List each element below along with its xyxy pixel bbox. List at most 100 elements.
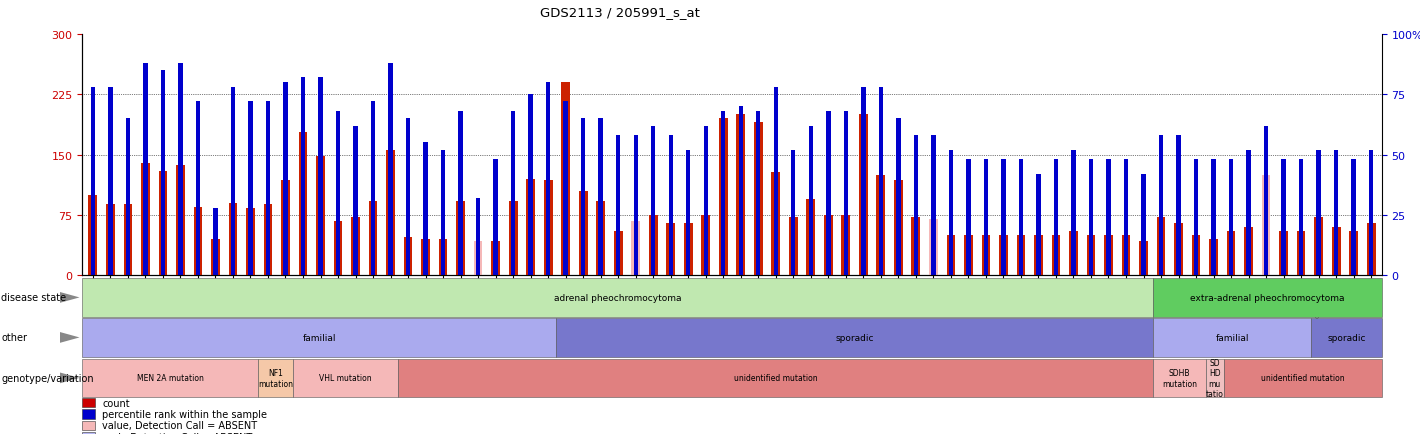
Bar: [895, 181, 903, 276]
Bar: [826, 112, 831, 276]
Bar: [932, 136, 936, 276]
Bar: [106, 205, 115, 276]
Bar: [196, 102, 200, 276]
Bar: [613, 231, 622, 276]
Bar: [1332, 227, 1340, 276]
Bar: [754, 123, 763, 276]
Bar: [160, 71, 165, 276]
Bar: [1054, 160, 1058, 276]
Text: familial: familial: [302, 333, 337, 342]
Bar: [824, 215, 832, 276]
Bar: [1157, 218, 1166, 276]
Bar: [1227, 231, 1235, 276]
Bar: [301, 78, 305, 276]
Polygon shape: [60, 292, 80, 303]
Bar: [843, 112, 848, 276]
Bar: [1333, 150, 1338, 276]
Text: MEN 2A mutation: MEN 2A mutation: [136, 374, 203, 382]
Bar: [1315, 218, 1323, 276]
Bar: [966, 160, 971, 276]
Bar: [1211, 160, 1216, 276]
Bar: [879, 88, 883, 276]
Polygon shape: [60, 372, 80, 384]
Bar: [439, 240, 447, 276]
Bar: [598, 119, 603, 276]
Bar: [266, 102, 270, 276]
Bar: [1244, 227, 1252, 276]
Bar: [771, 173, 780, 276]
Bar: [703, 126, 709, 276]
Bar: [284, 83, 288, 276]
Bar: [423, 143, 427, 276]
Bar: [141, 163, 149, 276]
Bar: [1017, 235, 1025, 276]
Bar: [231, 88, 236, 276]
Bar: [527, 179, 535, 276]
Bar: [1281, 160, 1285, 276]
Bar: [876, 175, 885, 276]
Bar: [947, 235, 956, 276]
Text: rank, Detection Call = ABSENT: rank, Detection Call = ABSENT: [102, 432, 253, 434]
Bar: [91, 88, 95, 276]
Text: unidentified mutation: unidentified mutation: [1261, 374, 1345, 382]
Bar: [790, 218, 798, 276]
Bar: [354, 126, 358, 276]
Bar: [964, 235, 973, 276]
Bar: [1122, 235, 1130, 276]
Bar: [949, 150, 953, 276]
Bar: [1037, 174, 1041, 276]
Bar: [1299, 160, 1304, 276]
Bar: [334, 221, 342, 276]
Bar: [459, 112, 463, 276]
Text: adrenal pheochromocytoma: adrenal pheochromocytoma: [554, 293, 682, 302]
Bar: [124, 205, 132, 276]
Bar: [912, 218, 920, 276]
Bar: [1316, 150, 1321, 276]
Bar: [476, 198, 480, 276]
Bar: [1262, 175, 1271, 276]
Bar: [981, 235, 990, 276]
Bar: [738, 107, 743, 276]
Bar: [108, 88, 112, 276]
Bar: [684, 224, 693, 276]
Bar: [1018, 160, 1024, 276]
Bar: [1142, 174, 1146, 276]
Text: GDS2113 / 205991_s_at: GDS2113 / 205991_s_at: [540, 7, 700, 20]
Bar: [1210, 240, 1218, 276]
Bar: [755, 112, 761, 276]
Bar: [351, 218, 359, 276]
Bar: [511, 112, 515, 276]
Text: VHL mutation: VHL mutation: [320, 374, 372, 382]
Bar: [861, 88, 866, 276]
Bar: [1034, 235, 1042, 276]
Bar: [193, 207, 202, 276]
Bar: [1176, 136, 1180, 276]
Bar: [179, 64, 183, 276]
Text: value, Detection Call = ABSENT: value, Detection Call = ABSENT: [102, 421, 257, 430]
Bar: [248, 102, 253, 276]
Bar: [1071, 150, 1076, 276]
Bar: [212, 240, 220, 276]
Bar: [984, 160, 988, 276]
Bar: [807, 199, 815, 276]
Bar: [791, 150, 795, 276]
Bar: [1105, 235, 1113, 276]
Bar: [1089, 160, 1093, 276]
Bar: [1123, 160, 1129, 276]
Bar: [669, 136, 673, 276]
Bar: [561, 83, 569, 276]
Bar: [422, 240, 430, 276]
Bar: [1228, 160, 1233, 276]
Text: sporadic: sporadic: [835, 333, 875, 342]
Bar: [633, 136, 638, 276]
Text: extra-adrenal pheochromocytoma: extra-adrenal pheochromocytoma: [1190, 293, 1345, 302]
Bar: [1159, 136, 1163, 276]
Bar: [616, 136, 621, 276]
Bar: [1174, 224, 1183, 276]
Bar: [1352, 160, 1356, 276]
Bar: [159, 171, 168, 276]
Bar: [317, 157, 325, 276]
Bar: [1367, 224, 1376, 276]
Bar: [229, 203, 237, 276]
Text: disease state: disease state: [1, 293, 67, 302]
